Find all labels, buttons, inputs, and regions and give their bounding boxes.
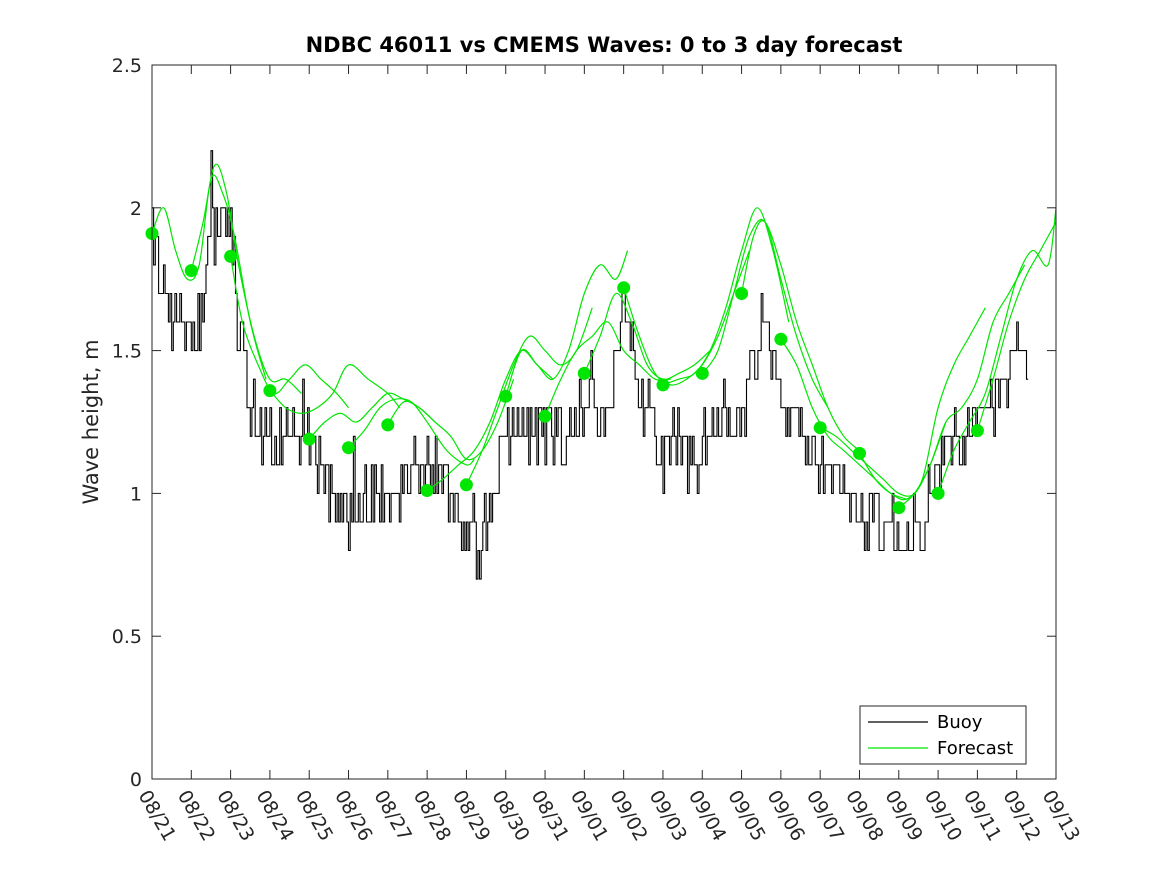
buoy-series-line xyxy=(152,150,1029,580)
chart-title: NDBC 46011 vs CMEMS Waves: 0 to 3 day fo… xyxy=(306,33,903,57)
forecast-point xyxy=(970,424,984,438)
y-tick-label: 2 xyxy=(130,198,142,220)
x-tick-label: 09/05 xyxy=(723,787,769,845)
forecast-run-line-11 xyxy=(583,292,711,381)
forecast-point xyxy=(342,441,355,455)
legend-box xyxy=(859,705,1027,765)
forecast-point xyxy=(538,409,552,423)
forecast-run-line-2 xyxy=(230,256,349,409)
forecast-point xyxy=(695,366,709,380)
forecast-run-line-12 xyxy=(623,250,750,386)
forecast-point xyxy=(931,486,945,500)
y-tick-label: 0.5 xyxy=(112,626,142,648)
axes-box xyxy=(151,64,1057,780)
forecast-point xyxy=(617,281,631,295)
x-tick-label: 09/06 xyxy=(763,787,809,845)
forecast-run-line-5 xyxy=(348,398,475,466)
forecast-point xyxy=(420,484,434,497)
x-tick-label: 08/25 xyxy=(291,787,337,845)
series-group xyxy=(152,150,1056,580)
forecast-run-line-7 xyxy=(426,349,554,491)
forecast-point xyxy=(577,366,591,380)
x-tick-label: 09/11 xyxy=(959,787,1005,845)
forecast-run-line-10 xyxy=(544,321,671,417)
forecast-run-line-16 xyxy=(780,338,907,500)
forecast-point xyxy=(853,446,866,460)
x-tick-label: 08/23 xyxy=(212,787,258,845)
forecast-run-line-4 xyxy=(308,392,436,440)
forecast-point xyxy=(735,287,749,300)
forecast-run-line-6 xyxy=(387,378,515,461)
forecast-point xyxy=(381,418,395,432)
forecast-point xyxy=(656,378,670,392)
x-tick-label: 09/10 xyxy=(920,787,966,845)
forecast-point xyxy=(499,389,513,403)
forecast-point xyxy=(774,332,788,346)
forecast-point xyxy=(813,421,827,435)
x-tick-label: 09/07 xyxy=(802,787,848,845)
plot-area xyxy=(145,150,1056,580)
legend: Buoy Forecast xyxy=(859,705,1027,765)
y-tick-label: 0 xyxy=(130,769,142,791)
forecast-point xyxy=(302,432,316,446)
forecast-run-line-15 xyxy=(741,220,860,452)
forecast-run-line-1 xyxy=(190,163,302,394)
legend-buoy-label: Buoy xyxy=(937,712,983,733)
forecast-point xyxy=(184,264,198,278)
x-tick-label: 09/04 xyxy=(684,787,730,845)
forecast-run-line-9 xyxy=(505,250,629,397)
x-tick-label: 08/24 xyxy=(252,787,298,845)
x-tick-label: 09/03 xyxy=(645,787,691,845)
forecast-run-line-21 xyxy=(976,221,1056,431)
x-tick-label: 09/13 xyxy=(1038,787,1084,845)
x-tick-label: 08/29 xyxy=(448,787,494,845)
y-axis-label: Wave height, m xyxy=(79,339,103,504)
x-tick-label: 09/09 xyxy=(880,787,926,845)
x-tick-label: 09/12 xyxy=(998,787,1044,845)
forecast-point xyxy=(224,249,238,263)
forecast-run-line-19 xyxy=(898,264,1026,509)
forecast-run-line-18 xyxy=(858,307,986,501)
x-tick-label: 08/28 xyxy=(409,787,455,845)
x-tick-label: 08/30 xyxy=(487,787,533,845)
x-tick-label: 08/22 xyxy=(173,787,219,845)
forecast-run-line-0 xyxy=(152,174,267,380)
x-tick-label: 08/21 xyxy=(134,787,180,845)
x-tick-label: 08/31 xyxy=(527,787,573,845)
x-tick-label: 09/01 xyxy=(566,787,612,845)
forecast-run-line-3 xyxy=(269,364,401,415)
y-tick-label: 1.5 xyxy=(112,341,142,363)
x-tick-label: 08/27 xyxy=(369,787,415,845)
forecast-run-line-14 xyxy=(701,219,829,408)
forecast-run-line-20 xyxy=(937,207,1056,494)
forecast-point xyxy=(459,478,473,492)
forecast-point xyxy=(263,384,277,398)
legend-forecast-label: Forecast xyxy=(937,738,1013,759)
y-tick-label: 2.5 xyxy=(112,55,142,77)
y-tick-label: 1 xyxy=(130,483,142,505)
x-tick-label: 08/26 xyxy=(330,787,376,845)
x-tick-label: 09/02 xyxy=(605,787,651,845)
x-tick-label: 09/08 xyxy=(841,787,887,845)
forecast-run-line-13 xyxy=(662,207,790,386)
forecast-point xyxy=(892,501,906,515)
